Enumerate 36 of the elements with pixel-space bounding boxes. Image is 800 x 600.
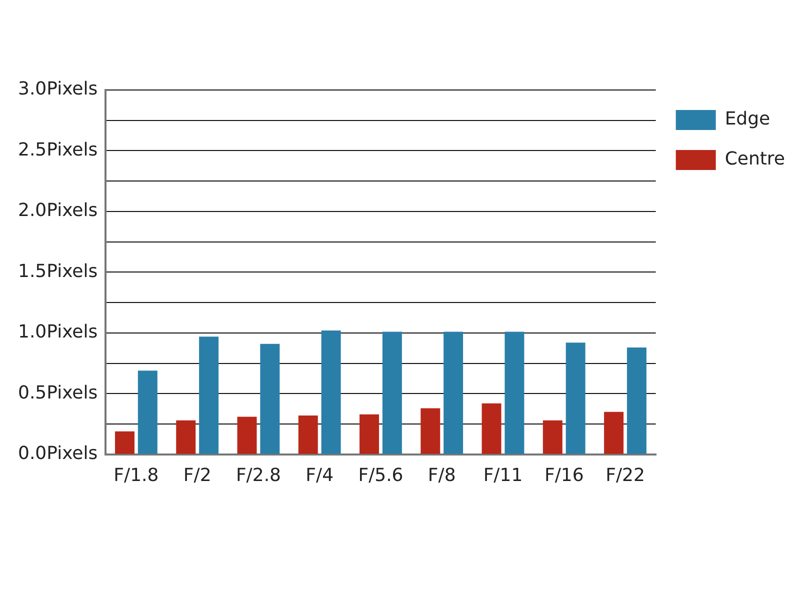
bar [482, 403, 502, 454]
bar [298, 416, 318, 454]
bar [420, 408, 440, 454]
legend-label: Centre [724, 148, 785, 170]
y-tick-label: 2.5Pixels [18, 139, 98, 160]
x-tick-label: F/5.6 [358, 464, 404, 486]
y-tick-label: 1.5Pixels [18, 260, 98, 282]
bar [604, 412, 624, 454]
y-tick-label: 0.5Pixels [18, 382, 98, 404]
bar [626, 348, 646, 454]
y-tick-label: 1.0Pixels [18, 322, 98, 343]
x-tick-label: F/8 [428, 464, 456, 486]
x-tick-label: F/11 [483, 464, 523, 486]
x-tick-label: F/22 [606, 464, 645, 486]
bar [260, 344, 280, 454]
x-tick-label: F/1.8 [114, 464, 159, 486]
legend-label: Edge [724, 108, 770, 130]
bar [360, 414, 380, 454]
x-tick-label: F/4 [306, 464, 334, 486]
bar [504, 332, 524, 454]
bar [566, 342, 586, 454]
x-tick-label: F/16 [544, 464, 584, 486]
bar [444, 332, 464, 454]
y-tick-label: 3.0Pixels [18, 78, 98, 100]
y-tick-label: 0.0Pixels [18, 443, 98, 464]
bar [542, 420, 562, 454]
bar [321, 330, 341, 454]
y-tick-label: 2.0Pixels [18, 200, 98, 222]
bar [237, 416, 257, 454]
bar [176, 420, 196, 454]
bar [138, 370, 158, 454]
bar [382, 332, 402, 454]
bar [115, 431, 134, 454]
x-tick-label: F/2.8 [236, 464, 281, 486]
bar [199, 336, 219, 454]
x-tick-label: F/2 [183, 464, 212, 486]
